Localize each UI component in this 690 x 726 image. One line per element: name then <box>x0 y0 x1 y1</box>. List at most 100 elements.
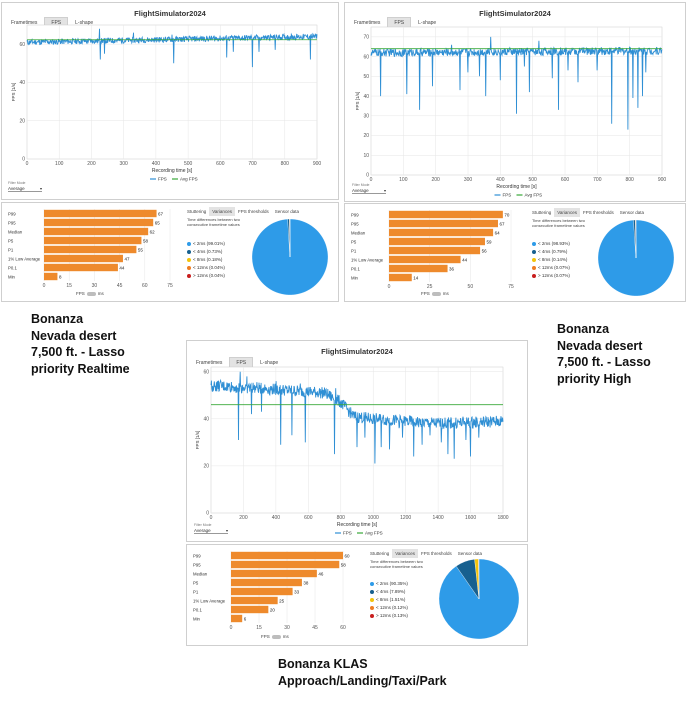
tab-bar: Frametimes FPS L-shape <box>347 17 443 29</box>
category-label: 1% Low Average <box>193 598 226 603</box>
y-axis-label: FPS [1/s] <box>355 92 360 111</box>
bar <box>231 551 343 560</box>
tab-sensor-data[interactable]: Sensor data <box>457 551 482 556</box>
x-tick-label: 300 <box>119 161 128 167</box>
variance-legend-item: > 12ms (0.04%) <box>187 273 225 278</box>
legend-dot-icon <box>532 257 536 262</box>
x-tick-label: 0 <box>388 284 391 290</box>
tab-frametimes[interactable]: Frametimes <box>11 20 38 26</box>
variance-legend-label: < 12ms (0.07%) <box>538 265 570 270</box>
tab-fps[interactable]: FPS <box>387 17 412 29</box>
legend-fps-label: FPS <box>158 177 167 182</box>
caption-line: Approach/Landing/Taxi/Park <box>278 673 447 688</box>
tab-sensor-data[interactable]: Sensor data <box>619 210 644 215</box>
y-tick-label: 20 <box>363 133 369 139</box>
unit-toggle[interactable]: FPS ms <box>261 634 289 639</box>
bar-value-label: 70 <box>504 212 510 217</box>
toggle-switch[interactable] <box>271 634 281 639</box>
variance-description: Time differences between two consecutive… <box>187 217 240 227</box>
tab-frametimes[interactable]: Frametimes <box>354 20 381 26</box>
x-tick-label: 60 <box>340 625 346 631</box>
tab-variances[interactable]: Variances <box>392 549 418 558</box>
app-title: FlightSimulator2024 <box>134 9 206 18</box>
category-label: Min <box>351 275 359 280</box>
toggle-switch[interactable] <box>431 291 441 296</box>
legend-dot-icon <box>187 265 191 270</box>
variance-legend-label: < 2ms (98.93%) <box>538 241 570 246</box>
x-tick-label: 200 <box>87 161 96 167</box>
tab-frametimes[interactable]: Frametimes <box>196 360 223 366</box>
filter-mode-select[interactable]: Average <box>352 188 386 194</box>
x-tick-label: 400 <box>152 161 161 167</box>
category-label: Min <box>193 616 201 621</box>
x-tick-label: 100 <box>55 161 64 167</box>
bar-value-label: 25 <box>279 598 285 603</box>
x-tick-label: 200 <box>431 177 440 183</box>
unit-toggle[interactable]: FPS ms <box>76 291 104 296</box>
legend-fps-label: FPS <box>503 193 512 198</box>
category-label: P1 <box>8 247 14 252</box>
tab-stuttering[interactable]: Stuttering <box>370 551 390 556</box>
legend-dot-icon <box>370 597 374 602</box>
tab-sensor-data[interactable]: Sensor data <box>274 209 299 214</box>
x-tick-label: 700 <box>593 177 602 183</box>
bar-value-label: 62 <box>150 229 156 234</box>
legend-fps-label: FPS <box>343 531 352 536</box>
toggle-ms-label: ms <box>282 634 289 639</box>
caption-line: Bonanza <box>31 312 84 326</box>
unit-toggle[interactable]: FPS ms <box>421 291 449 296</box>
bar <box>44 209 157 218</box>
toggle-fps-label: FPS <box>261 634 270 639</box>
fps-line-chart: 0 100 200 300 400 500 600 700 800 900 0 20 40 60 Recor… <box>11 24 322 182</box>
bar-value-label: 8 <box>59 274 62 279</box>
category-label: P1 <box>351 248 357 253</box>
legend-avg-label: Avg FPS <box>525 193 543 198</box>
filter-mode-select[interactable]: Average <box>8 186 42 192</box>
bar <box>231 578 302 587</box>
bar-value-label: 38 <box>303 580 309 585</box>
tab-stuttering[interactable]: Stuttering <box>187 209 207 214</box>
variance-description: Time differences between two consecutive… <box>370 559 423 569</box>
tab-variances[interactable]: Variances <box>209 207 235 216</box>
variance-legend-label: > 12ms (0.13%) <box>376 613 408 618</box>
filter-mode-select[interactable]: Average <box>194 528 228 534</box>
x-tick-label: 1200 <box>400 515 411 521</box>
x-tick-label: 900 <box>313 161 322 167</box>
tab-l-shape[interactable]: L-shape <box>260 360 279 366</box>
toggle-switch[interactable] <box>86 291 96 296</box>
caption-klas: Bonanza KLAS Approach/Landing/Taxi/Park <box>278 656 447 689</box>
legend-avg-label: Avg FPS <box>180 177 198 182</box>
x-tick-label: 1000 <box>368 515 379 521</box>
fps-percentile-bar-chart: 0 15 30 45 60 P99 60 P95 58 Median 46 P5 38 P1 33 1% Lo… <box>193 551 350 631</box>
bar <box>389 228 494 237</box>
category-label: P0.1 <box>193 607 202 612</box>
variance-legend-item: > 12ms (0.07%) <box>532 273 570 278</box>
panel-top-right: FlightSimulator2024 Frametimes FPS L-sha… <box>344 2 686 202</box>
variance-legend-label: < 2ms (99.01%) <box>193 241 225 246</box>
tab-variances[interactable]: Variances <box>554 208 580 217</box>
bar <box>231 587 293 596</box>
category-label: P5 <box>8 238 14 243</box>
tab-l-shape[interactable]: L-shape <box>418 20 437 26</box>
y-tick-label: 30 <box>363 114 369 120</box>
caption-realtime: Bonanza Nevada desert 7,500 ft. - Lasso … <box>31 311 130 377</box>
variance-legend-item: < 12ms (0.04%) <box>187 265 225 270</box>
tab-fps-thresholds[interactable]: FPS thresholds <box>237 209 269 214</box>
tab-stuttering[interactable]: Stuttering <box>532 210 552 215</box>
app-title: FlightSimulator2024 <box>321 347 393 356</box>
x-tick-label: 700 <box>248 161 257 167</box>
variance-pie-chart <box>438 558 520 640</box>
x-tick-label: 15 <box>66 283 72 289</box>
y-tick-label: 40 <box>19 80 25 86</box>
tab-fps-thresholds[interactable]: FPS thresholds <box>582 210 614 215</box>
legend-dot-icon <box>532 265 536 270</box>
chart-tab-bar: Stuttering Variances FPS thresholds Sens… <box>184 207 302 216</box>
legend-dot-icon <box>187 273 191 278</box>
category-label: P95 <box>351 221 359 226</box>
filter-mode-label: Filter Mode <box>8 181 26 185</box>
legend-dot-icon <box>187 249 191 254</box>
x-tick-label: 100 <box>399 177 408 183</box>
bar-value-label: 67 <box>158 211 164 216</box>
tab-l-shape[interactable]: L-shape <box>75 20 94 26</box>
tab-fps-thresholds[interactable]: FPS thresholds <box>420 551 452 556</box>
